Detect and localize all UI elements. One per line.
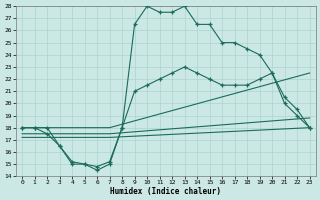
X-axis label: Humidex (Indice chaleur): Humidex (Indice chaleur)	[110, 187, 221, 196]
